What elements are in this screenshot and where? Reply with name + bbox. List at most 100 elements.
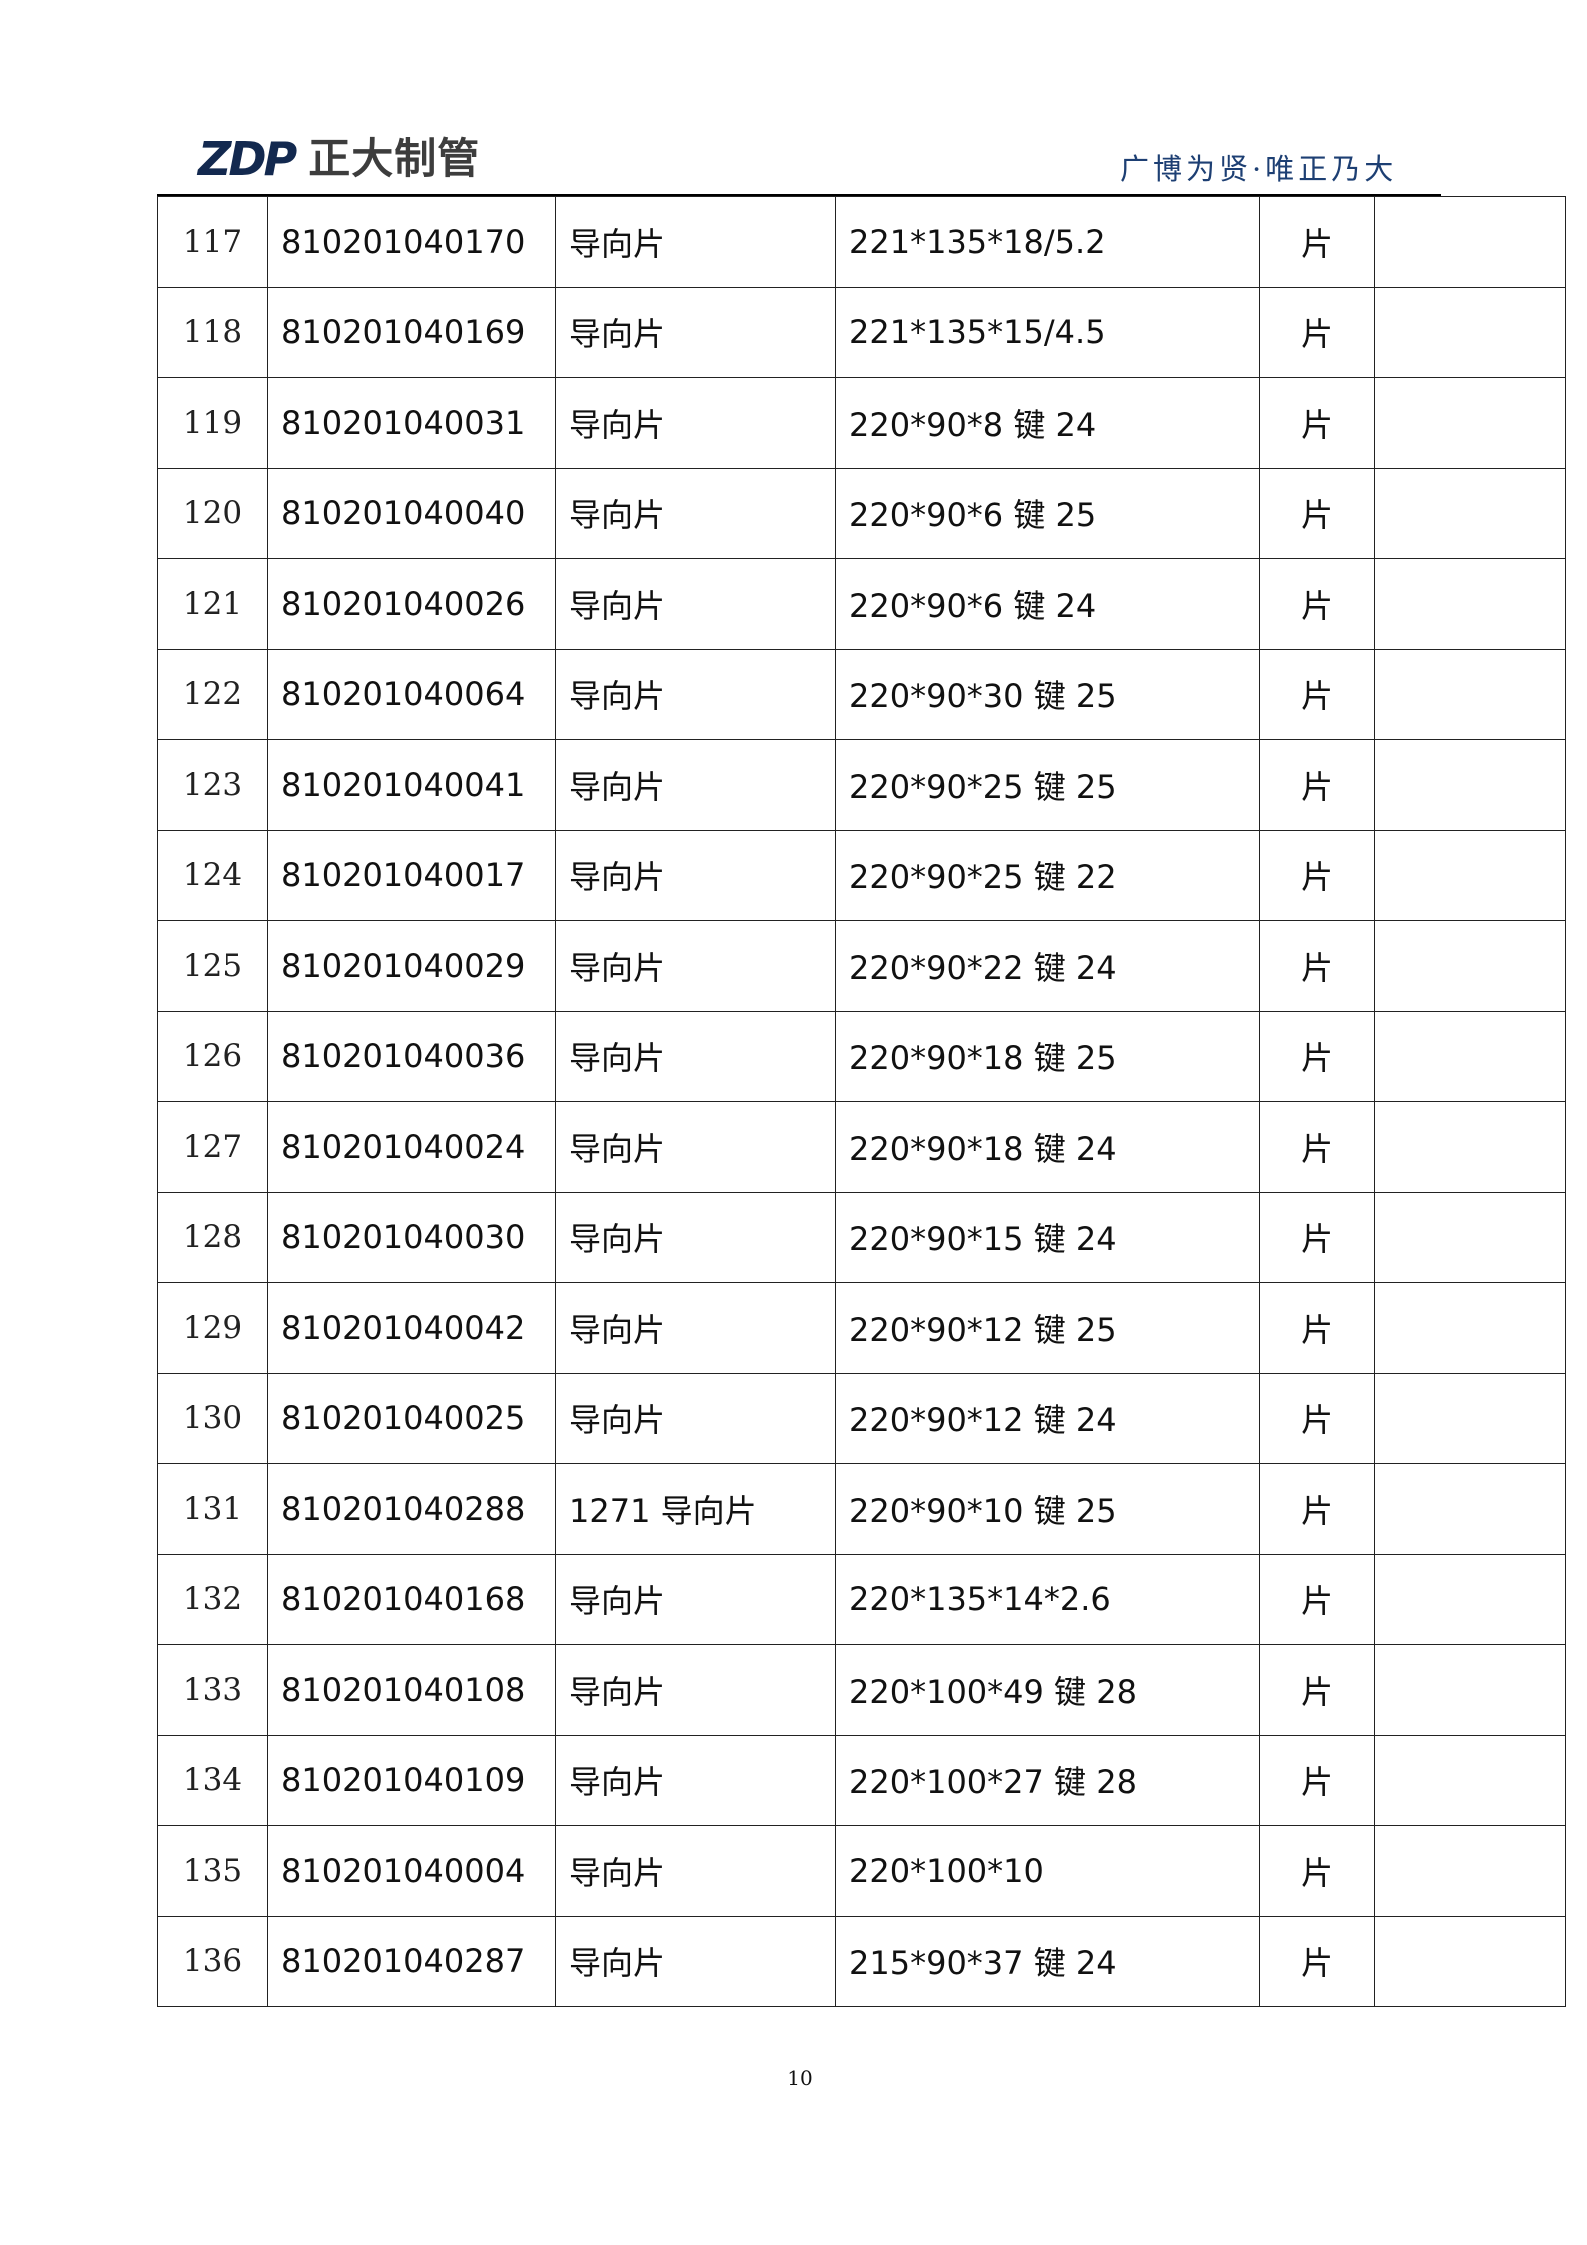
cell-no: 133 <box>157 1644 268 1736</box>
cell-name: 导向片 <box>555 1825 836 1917</box>
cell-name: 导向片 <box>555 1644 836 1736</box>
cell-spec: 220*90*25 键 22 <box>835 829 1260 921</box>
cell-code: 810201040026 <box>267 558 556 650</box>
cell-name: 1271 导向片 <box>555 1463 836 1555</box>
cell-no: 128 <box>157 1191 268 1283</box>
cell-name: 导向片 <box>555 196 836 288</box>
cell-no: 122 <box>157 648 268 740</box>
table-row: 128 810201040030 导向片 220*90*15 键 24 片 <box>157 1191 1566 1283</box>
cell-no: 119 <box>157 377 268 469</box>
cell-remark <box>1374 1191 1566 1283</box>
cell-no: 123 <box>157 739 268 831</box>
cell-no: 124 <box>157 829 268 921</box>
cell-remark <box>1374 1282 1566 1374</box>
cell-unit: 片 <box>1259 1463 1375 1555</box>
logo-mark: ZDP <box>198 132 297 186</box>
cell-spec: 221*135*15/4.5 <box>835 286 1260 378</box>
cell-no: 132 <box>157 1553 268 1645</box>
company-slogan: 广博为贤·唯正乃大 <box>1120 152 1398 186</box>
cell-unit: 片 <box>1259 196 1375 288</box>
company-logo: ZDP 正大制管 <box>198 134 480 184</box>
cell-no: 136 <box>157 1915 268 2007</box>
table-row: 125 810201040029 导向片 220*90*22 键 24 片 <box>157 920 1566 1012</box>
cell-name: 导向片 <box>555 1734 836 1826</box>
cell-remark <box>1374 1825 1566 1917</box>
logo-text: 正大制管 <box>308 134 481 183</box>
cell-name: 导向片 <box>555 558 836 650</box>
cell-unit: 片 <box>1259 1825 1375 1917</box>
table-row: 130 810201040025 导向片 220*90*12 键 24 片 <box>157 1372 1566 1464</box>
cell-remark <box>1374 1372 1566 1464</box>
cell-name: 导向片 <box>555 1101 836 1193</box>
cell-remark <box>1374 829 1566 921</box>
cell-no: 131 <box>157 1463 268 1555</box>
cell-no: 125 <box>157 920 268 1012</box>
cell-code: 810201040029 <box>267 920 556 1012</box>
cell-no: 120 <box>157 467 268 559</box>
cell-remark <box>1374 1010 1566 1102</box>
cell-code: 810201040288 <box>267 1463 556 1555</box>
cell-remark <box>1374 558 1566 650</box>
cell-code: 810201040030 <box>267 1191 556 1283</box>
cell-unit: 片 <box>1259 1553 1375 1645</box>
cell-unit: 片 <box>1259 1644 1375 1736</box>
cell-remark <box>1374 1553 1566 1645</box>
cell-unit: 片 <box>1259 920 1375 1012</box>
cell-unit: 片 <box>1259 1010 1375 1102</box>
table-row: 118 810201040169 导向片 221*135*15/4.5 片 <box>157 286 1566 378</box>
cell-name: 导向片 <box>555 1372 836 1464</box>
cell-code: 810201040004 <box>267 1825 556 1917</box>
cell-name: 导向片 <box>555 1553 836 1645</box>
cell-code: 810201040017 <box>267 829 556 921</box>
cell-spec: 220*90*6 键 25 <box>835 467 1260 559</box>
cell-spec: 215*90*37 键 24 <box>835 1915 1260 2007</box>
cell-remark <box>1374 920 1566 1012</box>
table-row: 122 810201040064 导向片 220*90*30 键 25 片 <box>157 648 1566 740</box>
cell-unit: 片 <box>1259 286 1375 378</box>
cell-spec: 220*90*30 键 25 <box>835 648 1260 740</box>
cell-code: 810201040041 <box>267 739 556 831</box>
cell-unit: 片 <box>1259 1191 1375 1283</box>
cell-no: 126 <box>157 1010 268 1102</box>
cell-no: 121 <box>157 558 268 650</box>
cell-name: 导向片 <box>555 1915 836 2007</box>
cell-name: 导向片 <box>555 1191 836 1283</box>
cell-name: 导向片 <box>555 648 836 740</box>
cell-remark <box>1374 377 1566 469</box>
cell-name: 导向片 <box>555 739 836 831</box>
cell-spec: 220*90*25 键 25 <box>835 739 1260 831</box>
cell-code: 810201040168 <box>267 1553 556 1645</box>
page-number: 10 <box>787 2066 813 2090</box>
cell-no: 127 <box>157 1101 268 1193</box>
cell-spec: 220*90*10 键 25 <box>835 1463 1260 1555</box>
table-row: 124 810201040017 导向片 220*90*25 键 22 片 <box>157 829 1566 921</box>
cell-remark <box>1374 1101 1566 1193</box>
cell-unit: 片 <box>1259 1915 1375 2007</box>
cell-name: 导向片 <box>555 467 836 559</box>
cell-remark <box>1374 648 1566 740</box>
cell-code: 810201040024 <box>267 1101 556 1193</box>
table-row: 117 810201040170 导向片 221*135*18/5.2 片 <box>157 196 1566 288</box>
cell-no: 130 <box>157 1372 268 1464</box>
table-row: 134 810201040109 导向片 220*100*27 键 28 片 <box>157 1734 1566 1826</box>
cell-name: 导向片 <box>555 920 836 1012</box>
cell-code: 810201040109 <box>267 1734 556 1826</box>
cell-spec: 220*90*6 键 24 <box>835 558 1260 650</box>
cell-name: 导向片 <box>555 1282 836 1374</box>
table-row: 132 810201040168 导向片 220*135*14*2.6 片 <box>157 1553 1566 1645</box>
table-row: 136 810201040287 导向片 215*90*37 键 24 片 <box>157 1915 1566 2007</box>
cell-name: 导向片 <box>555 1010 836 1102</box>
cell-unit: 片 <box>1259 1101 1375 1193</box>
table-row: 131 810201040288 1271 导向片 220*90*10 键 25 片 <box>157 1463 1566 1555</box>
cell-unit: 片 <box>1259 648 1375 740</box>
cell-no: 135 <box>157 1825 268 1917</box>
cell-unit: 片 <box>1259 1282 1375 1374</box>
parts-table: 117 810201040170 导向片 221*135*18/5.2 片 118 8102… <box>157 196 1566 2007</box>
table-row: 135 810201040004 导向片 220*100*10 片 <box>157 1825 1566 1917</box>
cell-remark <box>1374 286 1566 378</box>
cell-code: 810201040040 <box>267 467 556 559</box>
cell-spec: 221*135*18/5.2 <box>835 196 1260 288</box>
cell-spec: 220*100*10 <box>835 1825 1260 1917</box>
cell-remark <box>1374 739 1566 831</box>
cell-spec: 220*90*18 键 24 <box>835 1101 1260 1193</box>
